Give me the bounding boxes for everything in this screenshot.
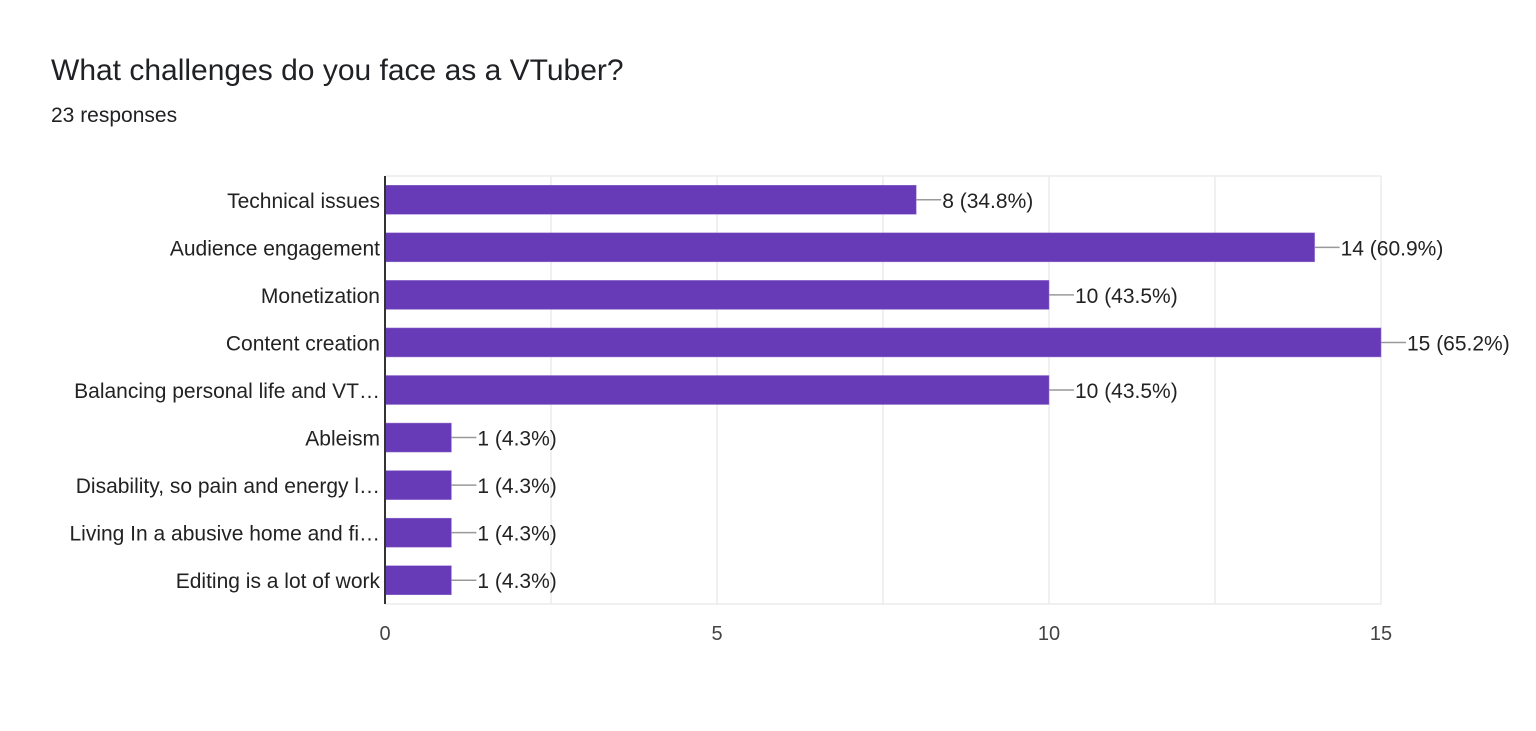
bar [384, 232, 1315, 263]
bar [384, 470, 452, 500]
data-label: 15 (65.2%) [1407, 332, 1510, 355]
bar [384, 565, 452, 595]
x-tick-label: 5 [711, 623, 722, 645]
data-label: 1 (4.3%) [477, 475, 556, 498]
category-label: Monetization [261, 285, 380, 308]
bar [384, 517, 452, 548]
x-tick-label: 15 [1370, 623, 1392, 645]
x-tick-label: 10 [1038, 623, 1060, 645]
data-label: 8 (34.8%) [942, 190, 1033, 213]
category-label: Content creation [226, 332, 380, 355]
bar [384, 280, 1050, 310]
data-label: 1 (4.3%) [477, 570, 556, 593]
bar [384, 185, 917, 215]
category-label: Ableism [305, 428, 380, 451]
bar [384, 375, 1050, 405]
category-label: Balancing personal life and VT… [74, 380, 380, 403]
data-label: 1 (4.3%) [477, 523, 556, 546]
category-label: Editing is a lot of work [176, 570, 381, 593]
data-label: 14 (60.9%) [1341, 237, 1444, 260]
category-label: Living In a abusive home and fi… [69, 523, 380, 546]
x-tick-label: 0 [379, 623, 390, 645]
data-label: 10 (43.5%) [1075, 285, 1178, 308]
category-label: Disability, so pain and energy l… [76, 475, 380, 498]
category-label: Audience engagement [170, 237, 380, 260]
category-label: Technical issues [227, 190, 380, 213]
response-count: 23 responses [51, 104, 178, 127]
data-label: 10 (43.5%) [1075, 380, 1178, 403]
chart-title: What challenges do you face as a VTuber? [51, 54, 624, 87]
bar [384, 422, 452, 453]
data-label: 1 (4.3%) [477, 428, 556, 451]
bar [384, 327, 1382, 358]
